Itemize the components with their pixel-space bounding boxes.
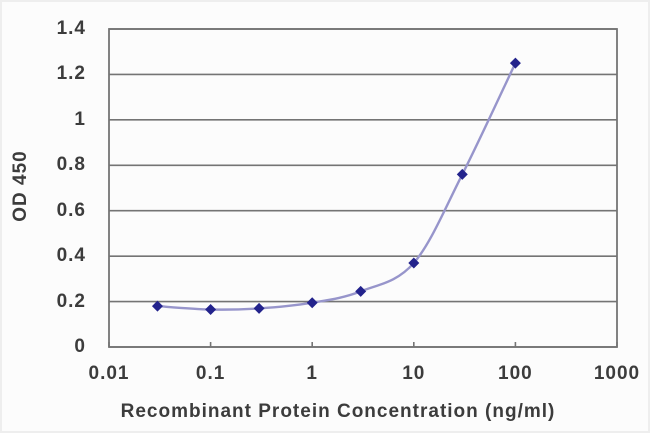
data-point-marker <box>253 302 265 314</box>
y-tick-label: 1 <box>74 108 86 130</box>
y-tick-label: 1.2 <box>56 63 86 85</box>
data-point-marker <box>509 57 521 69</box>
data-point-marker <box>456 168 468 180</box>
y-tick-label: 0 <box>74 336 86 357</box>
x-tick-label: 10 <box>402 363 426 384</box>
data-point-marker <box>151 300 163 312</box>
x-tick-label: 0.01 <box>88 363 130 384</box>
x-tick-label: 1 <box>306 363 318 384</box>
x-tick-label: 100 <box>498 363 533 384</box>
y-tick-label: 0.2 <box>56 290 86 312</box>
y-tick-label: 0.6 <box>56 199 86 221</box>
data-point-marker <box>306 297 318 309</box>
x-tick-label: 1000 <box>593 363 641 384</box>
x-axis-title: Recombinant Protein Concentration (ng/ml… <box>120 401 556 422</box>
data-point-marker <box>355 285 367 297</box>
data-point-marker <box>205 304 217 316</box>
series-line <box>157 62 517 311</box>
x-tick-label: 0.1 <box>195 363 226 384</box>
y-tick-label: 1.4 <box>56 18 86 39</box>
plot-frame <box>108 28 618 348</box>
y-tick-label: 0.4 <box>56 245 86 267</box>
y-tick-label: 0.8 <box>56 154 86 176</box>
data-point-marker <box>408 257 420 269</box>
